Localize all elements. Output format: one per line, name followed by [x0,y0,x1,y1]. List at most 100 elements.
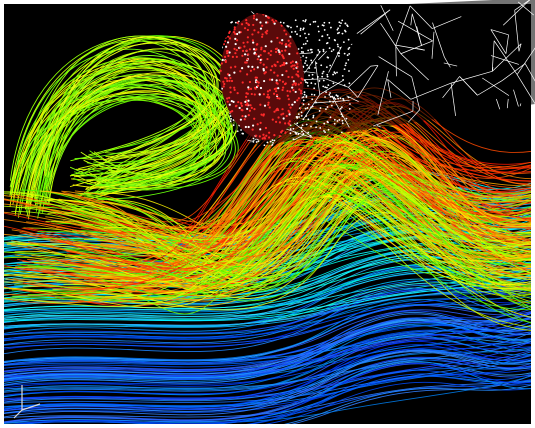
mesh-node [302,118,305,121]
cap-node [240,104,244,108]
mesh-node [338,118,341,121]
cap-node [246,36,249,39]
cap-node [245,19,248,22]
cap-node [267,101,270,104]
cap-node [253,117,256,120]
cap-node [233,71,236,74]
cap-node [282,57,285,60]
mesh-node [305,115,308,117]
streamline [38,100,210,196]
cap-node [264,45,267,48]
cap-node [260,48,263,51]
cap-node [297,83,300,86]
mesh-node [311,77,314,80]
cap-node [252,41,255,44]
mesh-node [348,46,351,49]
streamline [11,166,531,271]
cap-node [287,39,290,42]
streamline [97,122,531,282]
mesh-node [310,48,313,51]
mesh-edge [377,71,389,115]
mesh-node [313,87,316,90]
cap-node [278,97,281,100]
mesh-edge [348,65,371,88]
cap-node [259,61,262,64]
mesh-edge [318,51,327,61]
streamline [89,124,531,238]
cap-node [252,17,256,20]
mesh-edge [505,34,509,54]
cap-node [241,114,244,118]
mesh-node [236,130,239,133]
mesh-edge [373,110,414,127]
mesh-node [338,21,341,24]
mesh-node [342,97,344,100]
cap-node [242,41,245,44]
mesh-edge [410,13,413,26]
cap-node [233,88,236,92]
mesh-node [302,19,305,22]
cap-node [246,103,249,106]
cap-node [271,18,274,22]
cap-node [276,60,279,64]
mesh-node [328,37,331,39]
mesh-node [302,27,305,30]
streamline [4,333,531,389]
cap-node [286,89,289,93]
mesh-node [311,73,314,76]
mesh-node [302,103,305,106]
streamline [26,64,229,216]
mesh-edge [357,65,379,98]
cap-node [288,113,291,116]
mesh-node [312,21,315,23]
cap-node [239,46,242,49]
cap-node [248,80,252,84]
streamline [13,84,211,192]
cap-node [267,52,270,55]
cap-node [273,110,276,113]
cap-node [267,136,271,139]
cap-node [241,67,244,70]
cap-node [267,96,271,99]
mesh-node [295,132,298,135]
cap-node [229,76,232,80]
mesh-node [313,94,316,96]
cap-node [258,135,261,138]
streamline [18,40,209,218]
cap-node [248,109,251,112]
cap-node [249,87,253,90]
mesh-node [346,25,349,28]
mesh-edge [380,22,402,54]
streamline [27,35,207,176]
mesh-node [319,107,322,109]
mesh-edge [397,20,433,42]
mesh-node [234,21,237,24]
mesh-node [341,122,344,125]
mesh-node [342,99,345,102]
mesh-node [303,93,306,96]
streamline [4,349,531,401]
streamline [4,354,531,408]
mesh-node [317,30,320,33]
mesh-node [316,54,319,56]
mesh-edge [444,57,451,68]
cap-node [222,80,225,83]
mesh-node [328,93,331,96]
mesh-node [292,138,295,141]
mesh-node [348,82,351,85]
mesh-node [349,103,351,105]
cap-node [287,75,290,79]
cap-node [243,53,247,56]
mesh-node [318,80,321,82]
mesh-node [332,82,335,85]
cap-node [286,94,289,97]
cap-node [278,79,281,82]
cap-node [233,47,236,50]
cap-node [251,39,254,42]
mesh-node [348,70,350,72]
streamline [4,340,531,396]
streamline [4,280,531,340]
mesh-edge [502,0,531,26]
cap-node [247,23,251,27]
